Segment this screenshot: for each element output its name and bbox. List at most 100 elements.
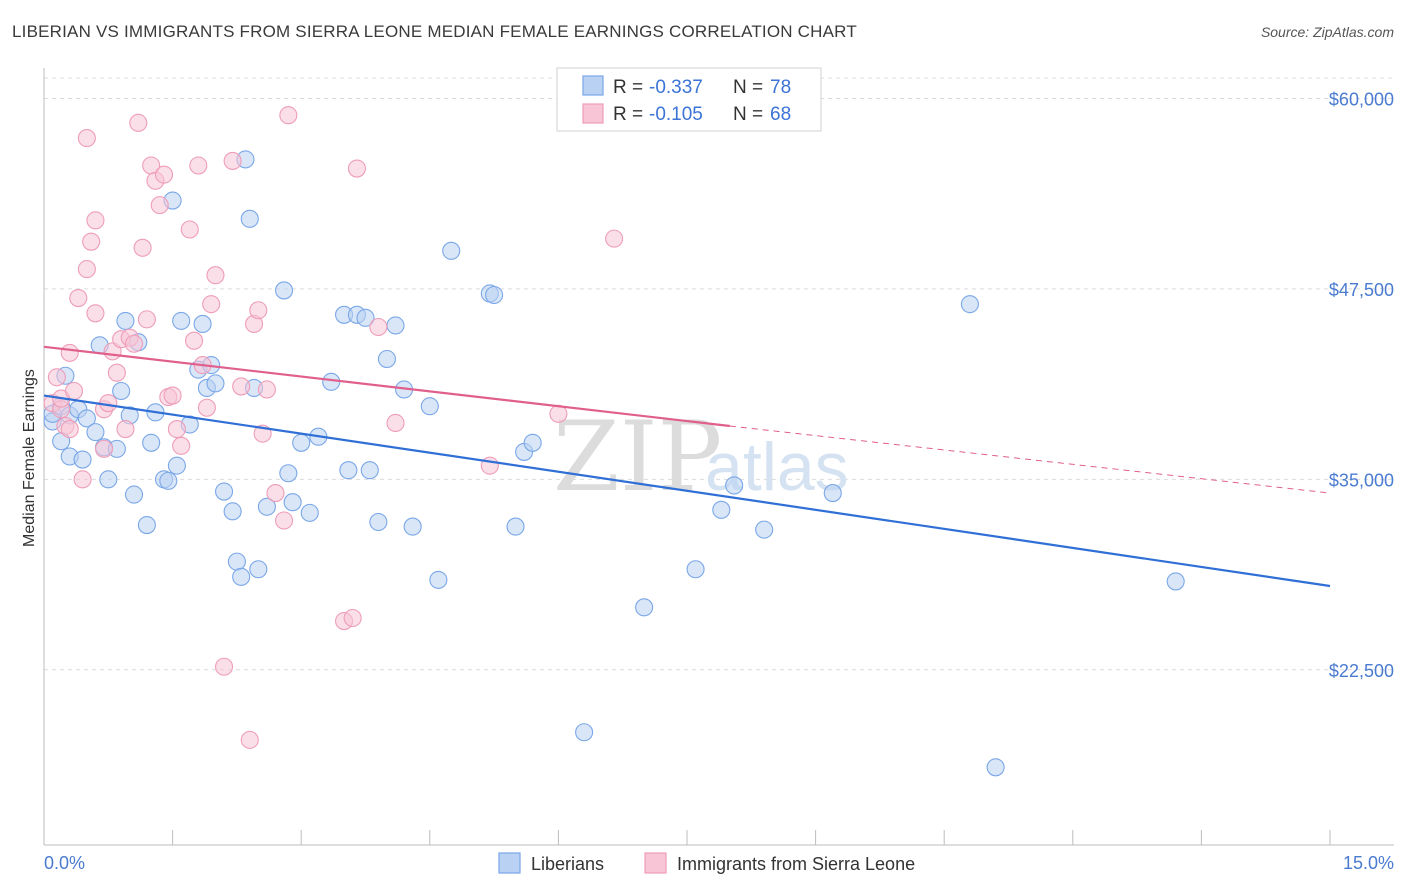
trend-lines — [43, 345, 1331, 588]
point-liberians — [137, 516, 156, 535]
point-liberians — [240, 209, 259, 228]
point-liberians — [986, 758, 1005, 777]
bottom-legend-swatch-sierra-leone — [644, 852, 667, 874]
point-liberians — [429, 570, 448, 589]
point-sierra-leone — [60, 343, 79, 362]
point-liberians — [377, 349, 396, 369]
point-liberians — [403, 517, 422, 536]
point-sierra-leone — [257, 380, 276, 399]
x-tick-max: 15.0% — [1343, 853, 1394, 873]
trend-line-sierra-leone-extension — [729, 425, 1331, 494]
bottom-legend-sierra-leone: Immigrants from Sierra Leone — [677, 854, 915, 874]
point-liberians — [960, 295, 979, 314]
point-sierra-leone — [266, 484, 285, 503]
point-liberians — [823, 484, 842, 503]
point-sierra-leone — [77, 260, 96, 279]
point-sierra-leone — [77, 129, 96, 148]
point-sierra-leone — [206, 266, 225, 285]
point-liberians — [124, 485, 144, 504]
point-liberians — [172, 311, 191, 330]
point-liberians — [275, 281, 294, 300]
legend-swatch-liberians — [582, 75, 604, 96]
point-sierra-leone — [369, 317, 388, 337]
point-liberians — [712, 500, 731, 519]
legend-r-value-2: -0.105 — [649, 104, 703, 125]
point-sierra-leone — [133, 238, 152, 257]
legend-n-value-1: 78 — [770, 77, 791, 98]
point-sierra-leone — [240, 730, 259, 749]
point-sierra-leone — [163, 386, 182, 405]
axes — [43, 68, 1394, 846]
point-liberians — [99, 470, 118, 489]
legend-n-value-2: 68 — [770, 104, 791, 125]
x-tick-min: 0.0% — [44, 853, 85, 873]
point-sierra-leone — [249, 301, 268, 320]
point-sierra-leone — [605, 229, 624, 248]
point-liberians — [73, 450, 92, 469]
y-tick-label: $47,500 — [1329, 280, 1394, 300]
point-sierra-leone — [116, 420, 135, 439]
bottom-legend-liberians: Liberians — [531, 854, 604, 874]
point-liberians — [1166, 572, 1185, 591]
legend-n-label-2: N = — [733, 104, 763, 125]
point-liberians — [232, 567, 251, 586]
point-liberians — [283, 493, 302, 512]
point-liberians — [420, 397, 439, 416]
point-sierra-leone — [279, 106, 298, 125]
point-sierra-leone — [223, 151, 242, 170]
point-liberians — [442, 241, 461, 260]
trend-line-sierra-leone — [43, 345, 730, 428]
point-sierra-leone — [184, 331, 204, 350]
legend-n-label-1: N = — [733, 77, 763, 98]
point-liberians — [227, 552, 246, 571]
point-liberians — [300, 503, 319, 522]
point-sierra-leone — [347, 159, 366, 178]
point-sierra-leone — [107, 363, 126, 382]
y-axis-label: Median Female Earnings — [21, 369, 38, 547]
point-liberians — [206, 374, 225, 393]
point-liberians — [506, 517, 525, 536]
point-liberians — [279, 464, 298, 483]
legend-r-label-1: R = — [613, 77, 643, 98]
point-liberians — [369, 512, 388, 532]
point-sierra-leone — [172, 436, 191, 455]
point-sierra-leone — [197, 398, 216, 417]
point-liberians — [575, 723, 594, 742]
point-liberians — [257, 497, 276, 516]
point-liberians — [292, 433, 311, 452]
point-liberians — [193, 314, 212, 334]
series-legend: Liberians Immigrants from Sierra Leone — [498, 852, 915, 874]
point-liberians — [725, 476, 744, 495]
point-sierra-leone — [124, 334, 144, 353]
data-points — [43, 106, 1185, 777]
point-sierra-leone — [69, 289, 88, 308]
point-liberians — [386, 316, 405, 335]
point-liberians — [322, 372, 341, 391]
point-liberians — [356, 308, 375, 327]
point-sierra-leone — [64, 381, 84, 401]
y-tick-label: $35,000 — [1329, 470, 1394, 490]
point-sierra-leone — [129, 113, 148, 132]
point-liberians — [86, 423, 105, 442]
point-liberians — [112, 381, 131, 401]
y-tick-labels: $60,000 $47,500 $35,000 $22,500 — [1329, 89, 1394, 680]
point-sierra-leone — [150, 196, 169, 215]
point-liberians — [339, 461, 358, 480]
point-sierra-leone — [386, 413, 405, 433]
point-sierra-leone — [47, 368, 66, 387]
chart-title: LIBERIAN VS IMMIGRANTS FROM SIERRA LEONE… — [12, 22, 857, 41]
correlation-legend: R = -0.337 N = 78 R = -0.105 N = 68 — [556, 67, 822, 132]
point-liberians — [159, 471, 178, 490]
point-liberians — [167, 456, 186, 475]
bottom-legend-swatch-liberians — [498, 852, 521, 874]
point-liberians — [485, 285, 504, 305]
watermark-zip: ZIP — [553, 401, 722, 513]
point-liberians — [755, 520, 774, 539]
point-sierra-leone — [154, 165, 174, 184]
point-sierra-leone — [189, 156, 208, 175]
point-sierra-leone — [275, 511, 294, 530]
legend-r-label-2: R = — [613, 104, 643, 125]
point-liberians — [523, 433, 542, 452]
point-sierra-leone — [94, 439, 114, 458]
